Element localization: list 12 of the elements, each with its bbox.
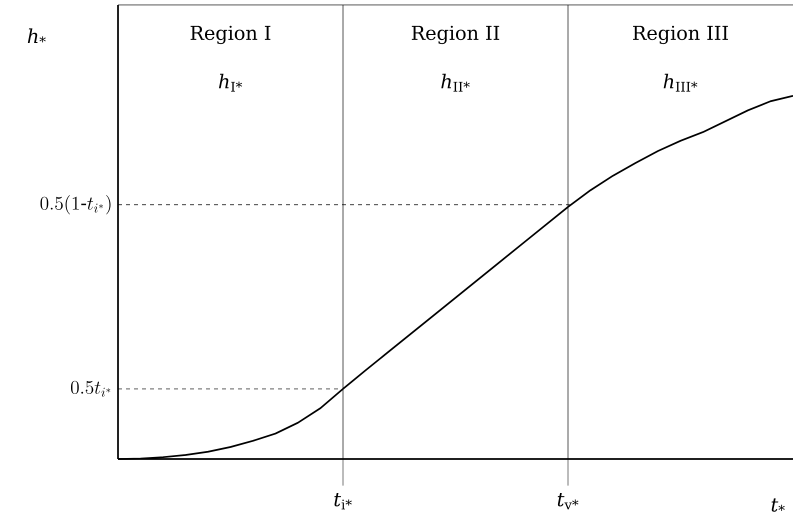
text: Region III <box>633 26 728 44</box>
y-axis-title: h$_{*}$ <box>28 28 46 43</box>
x-axis-title: t$_{*}$ <box>772 498 785 512</box>
x-tick-label: t$_{v*}$ <box>558 493 578 510</box>
text: Region II <box>412 26 500 44</box>
ref-line-label: $0.5t_{i^*}$ <box>70 380 110 397</box>
x-tick-label: t$_{i*}$ <box>334 493 352 510</box>
text: Region I <box>190 26 270 44</box>
text: h$_{I*}$ <box>218 74 242 92</box>
ref-line-label: $0.5(1\text{-}t_{i^*})$ <box>40 195 111 214</box>
text: h$_{II*}$ <box>441 74 470 92</box>
text: h$_{III*}$ <box>664 74 698 92</box>
